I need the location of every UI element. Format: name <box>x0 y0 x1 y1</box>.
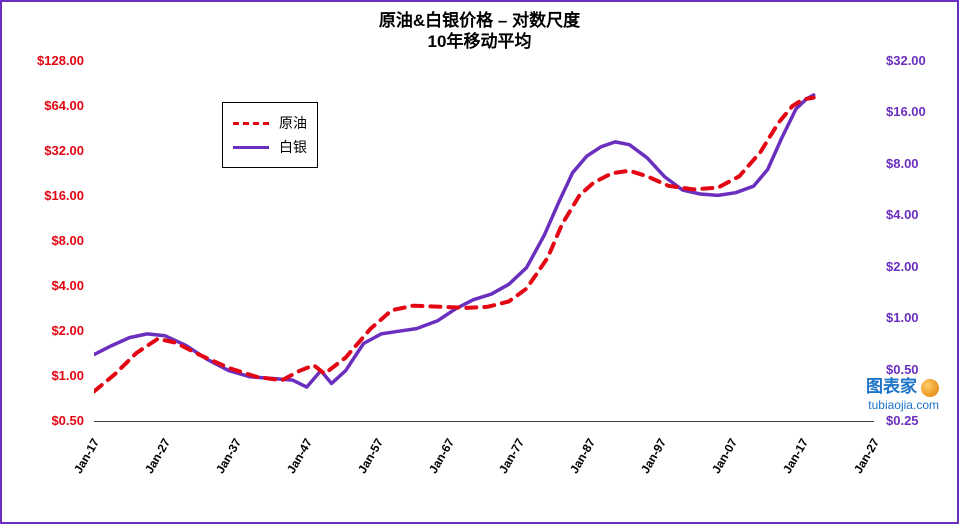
yright-tick: $2.00 <box>886 259 919 274</box>
plot-area <box>94 62 874 422</box>
x-tick: Jan-97 <box>638 436 669 476</box>
x-tick: Jan-27 <box>142 436 173 476</box>
yleft-tick: $64.00 <box>44 98 84 113</box>
yleft-tick: $4.00 <box>51 278 84 293</box>
x-tick: Jan-07 <box>709 436 740 476</box>
chart-title: 原油&白银价格 – 对数尺度 10年移动平均 <box>2 10 957 53</box>
legend-swatch <box>233 122 269 125</box>
yright-tick: $32.00 <box>886 53 926 68</box>
legend-item-crude: 原油 <box>233 113 307 133</box>
yleft-tick: $16.00 <box>44 188 84 203</box>
chart-frame: 原油&白银价格 – 对数尺度 10年移动平均 原油白银 图表家 tubiaoji… <box>0 0 959 524</box>
watermark-icon <box>921 379 939 397</box>
title-line1: 原油&白银价格 – 对数尺度 <box>2 10 957 31</box>
legend-item-silver: 白银 <box>233 137 307 157</box>
yright-tick: $0.25 <box>886 413 919 428</box>
x-tick: Jan-87 <box>567 436 598 476</box>
yright-tick: $0.50 <box>886 362 919 377</box>
x-tick: Jan-17 <box>780 436 811 476</box>
x-tick: Jan-67 <box>426 436 457 476</box>
legend-label: 原油 <box>279 113 307 133</box>
yright-tick: $4.00 <box>886 207 919 222</box>
yright-tick: $1.00 <box>886 310 919 325</box>
watermark-en: tubiaojia.com <box>868 398 939 412</box>
x-tick: Jan-47 <box>284 436 315 476</box>
x-tick: Jan-17 <box>71 436 102 476</box>
yright-tick: $8.00 <box>886 156 919 171</box>
yleft-tick: $2.00 <box>51 323 84 338</box>
x-tick: Jan-27 <box>851 436 882 476</box>
yleft-tick: $128.00 <box>37 53 84 68</box>
yleft-tick: $8.00 <box>51 233 84 248</box>
yleft-tick: $0.50 <box>51 413 84 428</box>
x-tick: Jan-37 <box>213 436 244 476</box>
yleft-tick: $32.00 <box>44 143 84 158</box>
title-line2: 10年移动平均 <box>2 31 957 52</box>
x-tick: Jan-57 <box>355 436 386 476</box>
yright-tick: $16.00 <box>886 104 926 119</box>
yleft-tick: $1.00 <box>51 368 84 383</box>
legend-label: 白银 <box>279 137 307 157</box>
legend-swatch <box>233 146 269 149</box>
watermark-cn: 图表家 <box>866 377 917 396</box>
watermark: 图表家 tubiaojia.com <box>866 378 939 414</box>
x-tick: Jan-77 <box>496 436 527 476</box>
legend: 原油白银 <box>222 102 318 168</box>
